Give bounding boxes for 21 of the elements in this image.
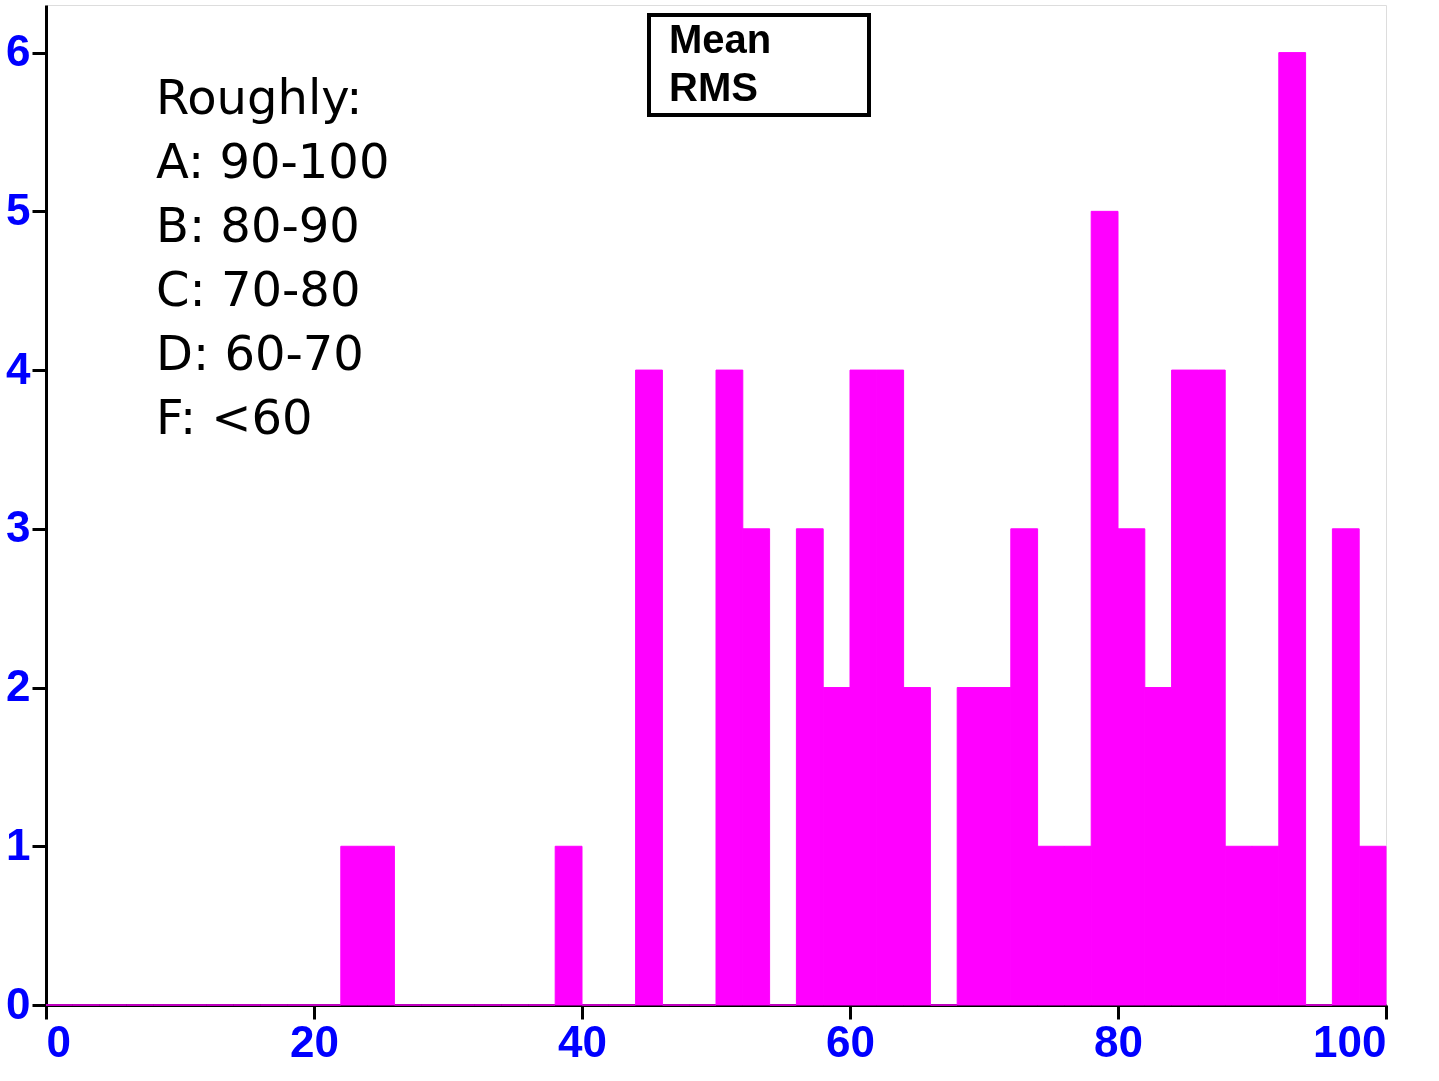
annotation: B: 80-90 (156, 197, 360, 253)
x-tick-label: 0 (46, 1016, 71, 1066)
y-tick-label: 4 (6, 343, 32, 393)
y-tick-label: 3 (6, 502, 31, 552)
annotation: Mean (669, 17, 772, 61)
x-tick-label: 80 (1094, 1016, 1143, 1066)
annotation: Roughly: (156, 69, 363, 125)
y-tick-label: 2 (6, 661, 31, 711)
y-tick-label: 1 (6, 819, 31, 869)
x-tick-label: 20 (290, 1016, 339, 1066)
annotation: F: <60 (156, 389, 313, 445)
y-tick-label: 0 (6, 978, 31, 1028)
annotation: D: 60-70 (156, 325, 364, 381)
x-tick-label: 100 (1313, 1016, 1387, 1066)
x-tick-label: 40 (558, 1016, 607, 1066)
y-tick-label: 5 (6, 184, 31, 234)
annotation: C: 70-80 (156, 261, 361, 317)
annotation: A: 90-100 (156, 133, 390, 189)
y-tick-label: 6 (6, 26, 31, 76)
annotation: RMS (669, 65, 758, 109)
x-tick-label: 60 (826, 1016, 875, 1066)
